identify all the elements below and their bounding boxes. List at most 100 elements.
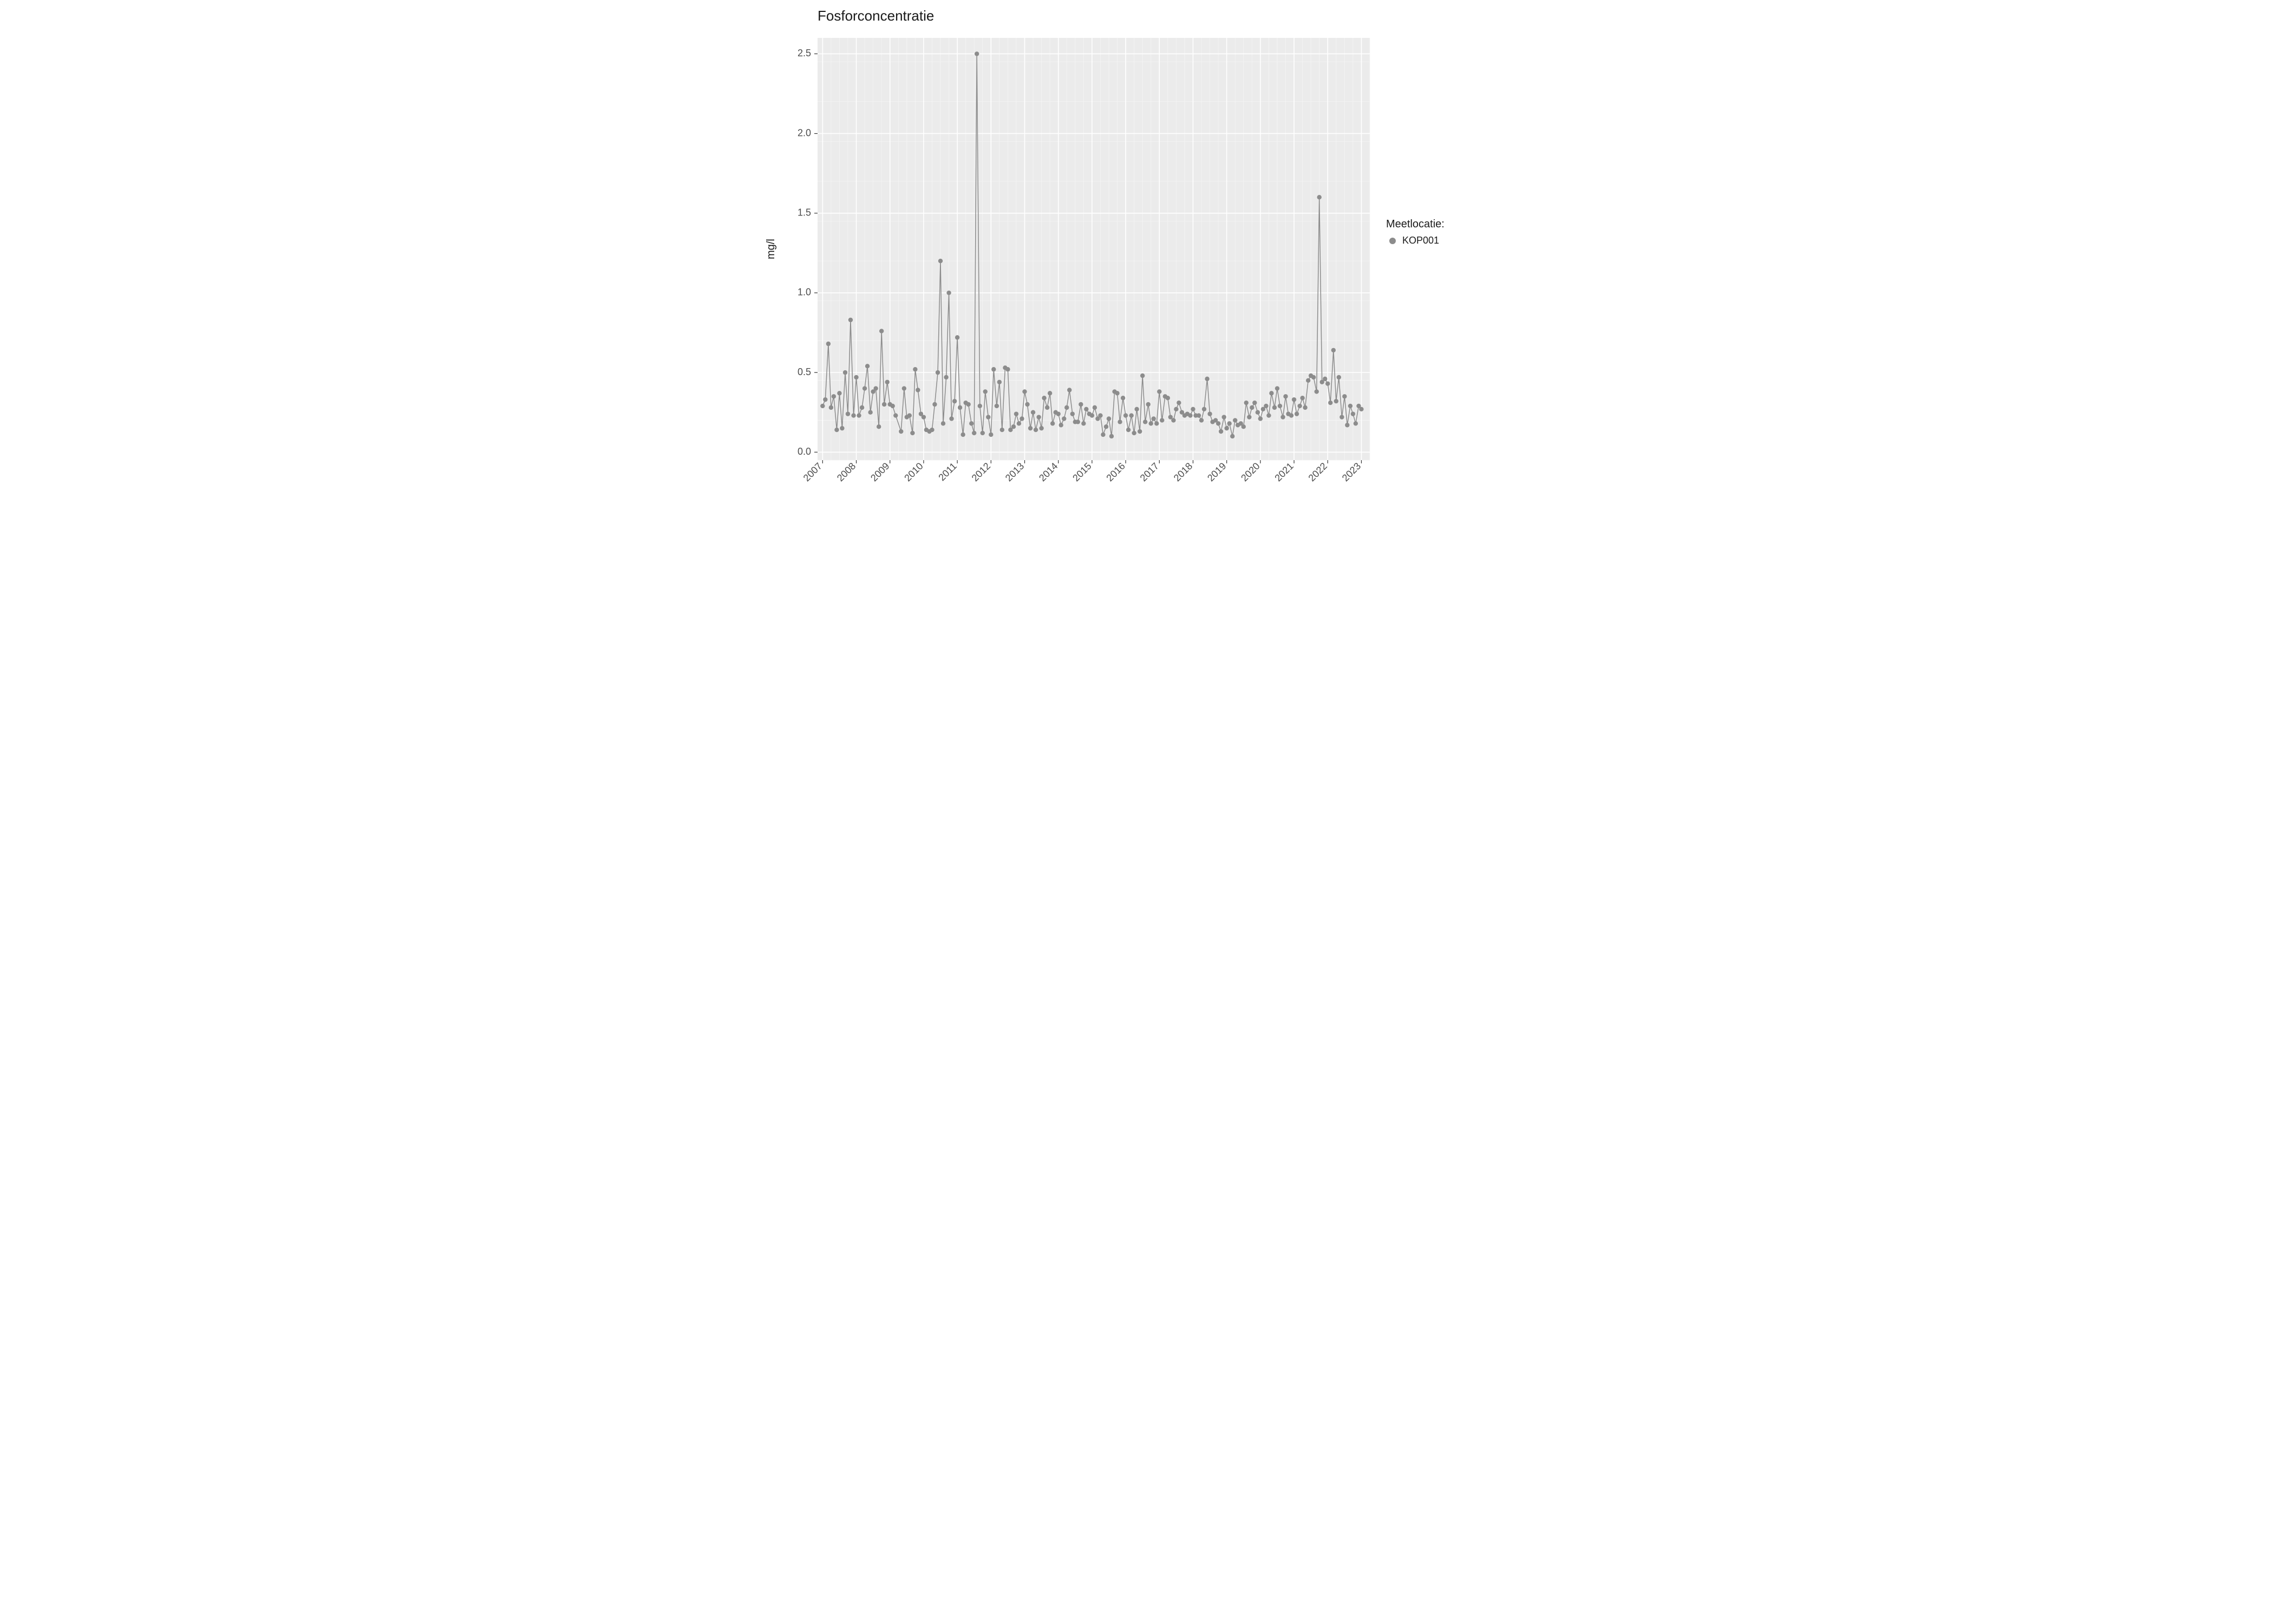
data-point	[902, 386, 906, 390]
data-point	[1351, 411, 1355, 416]
data-point	[1045, 405, 1049, 410]
data-point	[1039, 426, 1043, 430]
x-tick-label: 2020	[1239, 461, 1262, 483]
data-point	[1177, 401, 1181, 405]
x-tick-label: 2018	[1172, 461, 1194, 483]
data-point	[1241, 424, 1246, 429]
data-point	[865, 364, 870, 368]
data-point	[834, 428, 839, 432]
data-point	[936, 370, 940, 375]
data-point	[1339, 415, 1344, 419]
data-point	[1064, 405, 1069, 410]
data-point	[958, 405, 962, 410]
data-point	[1323, 377, 1327, 381]
x-tick-label: 2013	[1003, 461, 1026, 483]
data-point	[1269, 391, 1273, 395]
data-point	[1311, 375, 1316, 379]
data-point	[1160, 418, 1164, 422]
data-point	[1295, 411, 1299, 416]
data-point	[991, 367, 996, 371]
legend-item-label: KOP001	[1402, 235, 1439, 246]
data-point	[944, 375, 948, 379]
y-tick-label: 2.5	[798, 48, 811, 58]
data-point	[1152, 416, 1156, 421]
data-point	[1000, 428, 1004, 432]
data-point	[1219, 429, 1223, 434]
data-point	[1300, 396, 1304, 400]
data-point	[1058, 423, 1063, 427]
data-point	[1076, 420, 1080, 424]
data-point	[1166, 396, 1170, 400]
data-point	[820, 404, 825, 408]
data-point	[868, 410, 872, 414]
legend-title: Meetlocatie:	[1386, 218, 1445, 230]
data-point	[882, 402, 886, 407]
y-tick-label: 0.0	[798, 446, 811, 457]
x-tick-label: 2007	[801, 461, 824, 483]
data-point	[932, 402, 937, 407]
data-point	[1221, 415, 1226, 419]
data-point	[1050, 421, 1055, 425]
data-point	[1171, 418, 1175, 422]
data-point	[1342, 394, 1347, 398]
data-point	[1014, 411, 1018, 416]
data-point	[873, 386, 878, 390]
data-point	[1126, 428, 1131, 432]
data-point	[952, 399, 957, 403]
y-tick-label: 0.5	[798, 366, 811, 377]
data-point	[966, 402, 970, 407]
data-point	[1079, 402, 1083, 407]
data-point	[1272, 405, 1277, 410]
data-point	[949, 416, 953, 421]
data-point	[1123, 413, 1128, 417]
x-tick-label: 2016	[1104, 461, 1127, 483]
x-tick-label: 2015	[1070, 461, 1093, 483]
data-point	[997, 380, 1002, 384]
data-point	[1134, 407, 1139, 411]
legend-marker-icon	[1389, 238, 1396, 244]
y-tick-label: 1.5	[798, 207, 811, 218]
data-point	[1118, 420, 1122, 424]
data-point	[916, 388, 920, 392]
data-point	[1283, 394, 1288, 398]
data-point	[941, 421, 945, 425]
x-tick-label: 2011	[936, 461, 959, 483]
data-point	[1028, 426, 1033, 430]
y-tick-label: 2.0	[798, 127, 811, 138]
data-point	[960, 433, 965, 437]
data-point	[1062, 416, 1066, 421]
data-point	[930, 428, 934, 432]
legend: Meetlocatie: KOP001	[1386, 218, 1445, 246]
data-point	[1334, 399, 1338, 403]
data-point	[1354, 421, 1358, 425]
data-point	[1048, 391, 1052, 395]
data-point	[969, 421, 973, 425]
x-tick-label: 2008	[835, 461, 858, 483]
data-point	[1227, 421, 1231, 425]
data-point	[899, 429, 903, 434]
data-point	[1146, 402, 1151, 407]
data-point	[1036, 415, 1041, 419]
data-point	[986, 415, 990, 419]
data-point	[978, 404, 982, 408]
data-point	[1109, 434, 1114, 438]
data-point	[1230, 434, 1234, 438]
data-point	[1174, 407, 1178, 411]
data-point	[1258, 416, 1263, 421]
data-point	[851, 413, 855, 417]
data-point	[1207, 411, 1212, 416]
x-tick-label: 2017	[1138, 461, 1161, 483]
data-point	[1022, 389, 1027, 394]
data-point	[1216, 421, 1220, 425]
y-tick-label: 1.0	[798, 287, 811, 298]
data-point	[1188, 413, 1192, 417]
data-point	[1132, 431, 1136, 435]
data-point	[823, 397, 827, 402]
data-point	[1348, 404, 1352, 408]
data-point	[1256, 410, 1260, 414]
data-point	[879, 329, 884, 333]
data-point	[983, 389, 988, 394]
data-point	[1303, 405, 1307, 410]
data-point	[1317, 195, 1322, 199]
chart-title: Fosforconcentratie	[818, 8, 934, 24]
